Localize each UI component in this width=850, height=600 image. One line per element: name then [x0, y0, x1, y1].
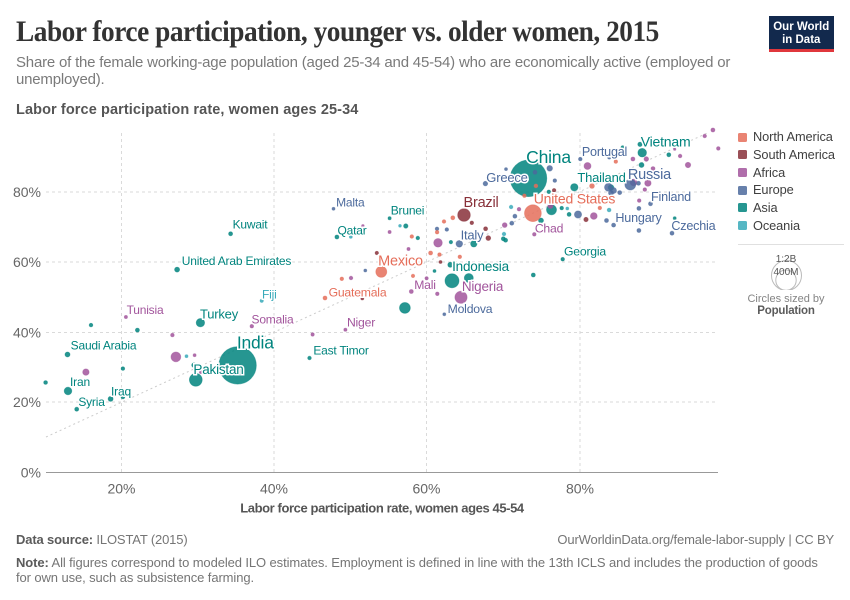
- svg-text:East Timor: East Timor: [313, 344, 369, 358]
- svg-text:40%: 40%: [13, 325, 41, 341]
- svg-text:Kuwait: Kuwait: [233, 218, 269, 232]
- svg-text:Vietnam: Vietnam: [641, 134, 691, 150]
- svg-text:Russia: Russia: [628, 167, 672, 183]
- svg-text:Czechia: Czechia: [671, 219, 715, 233]
- svg-text:Indonesia: Indonesia: [452, 259, 509, 274]
- svg-text:Georgia: Georgia: [564, 244, 606, 258]
- svg-text:Niger: Niger: [347, 315, 375, 329]
- svg-text:India: India: [237, 333, 274, 353]
- svg-text:Italy: Italy: [461, 228, 485, 243]
- svg-text:0%: 0%: [21, 465, 41, 481]
- svg-text:Chad: Chad: [535, 221, 563, 235]
- svg-text:Fiji: Fiji: [262, 288, 277, 302]
- svg-text:United Arab Emirates: United Arab Emirates: [182, 254, 292, 268]
- svg-text:Somalia: Somalia: [252, 313, 294, 327]
- svg-text:Iraq: Iraq: [111, 385, 131, 399]
- svg-text:China: China: [526, 147, 571, 167]
- svg-text:Guatemala: Guatemala: [329, 285, 387, 299]
- svg-text:Greece: Greece: [486, 170, 527, 185]
- svg-text:United States: United States: [534, 190, 616, 206]
- svg-text:Malta: Malta: [336, 196, 365, 210]
- svg-text:80%: 80%: [566, 481, 594, 497]
- svg-text:Tunisia: Tunisia: [127, 303, 164, 317]
- svg-text:Turkey: Turkey: [200, 307, 239, 322]
- svg-text:Mali: Mali: [414, 278, 436, 292]
- svg-text:Nigeria: Nigeria: [462, 279, 504, 294]
- svg-text:Brazil: Brazil: [463, 195, 498, 211]
- svg-text:Qatar: Qatar: [337, 224, 366, 238]
- svg-text:20%: 20%: [13, 394, 41, 410]
- svg-text:Finland: Finland: [651, 190, 691, 204]
- svg-text:Syria: Syria: [78, 395, 105, 409]
- svg-text:Saudi Arabia: Saudi Arabia: [71, 339, 137, 353]
- svg-text:Hungary: Hungary: [615, 211, 662, 225]
- svg-text:Thailand: Thailand: [577, 170, 625, 185]
- svg-text:Iran: Iran: [70, 375, 90, 389]
- svg-text:Mexico: Mexico: [378, 254, 423, 270]
- svg-text:60%: 60%: [13, 254, 41, 270]
- svg-text:Moldova: Moldova: [448, 302, 493, 316]
- svg-text:40%: 40%: [260, 481, 288, 497]
- svg-text:Pakistan: Pakistan: [193, 362, 243, 377]
- svg-text:20%: 20%: [107, 481, 135, 497]
- svg-text:Portugal: Portugal: [582, 145, 627, 159]
- svg-text:Brunei: Brunei: [391, 204, 425, 218]
- svg-text:60%: 60%: [412, 481, 440, 497]
- svg-text:80%: 80%: [13, 184, 41, 200]
- svg-text:Labor force participation rate: Labor force participation rate, women ag…: [240, 501, 525, 516]
